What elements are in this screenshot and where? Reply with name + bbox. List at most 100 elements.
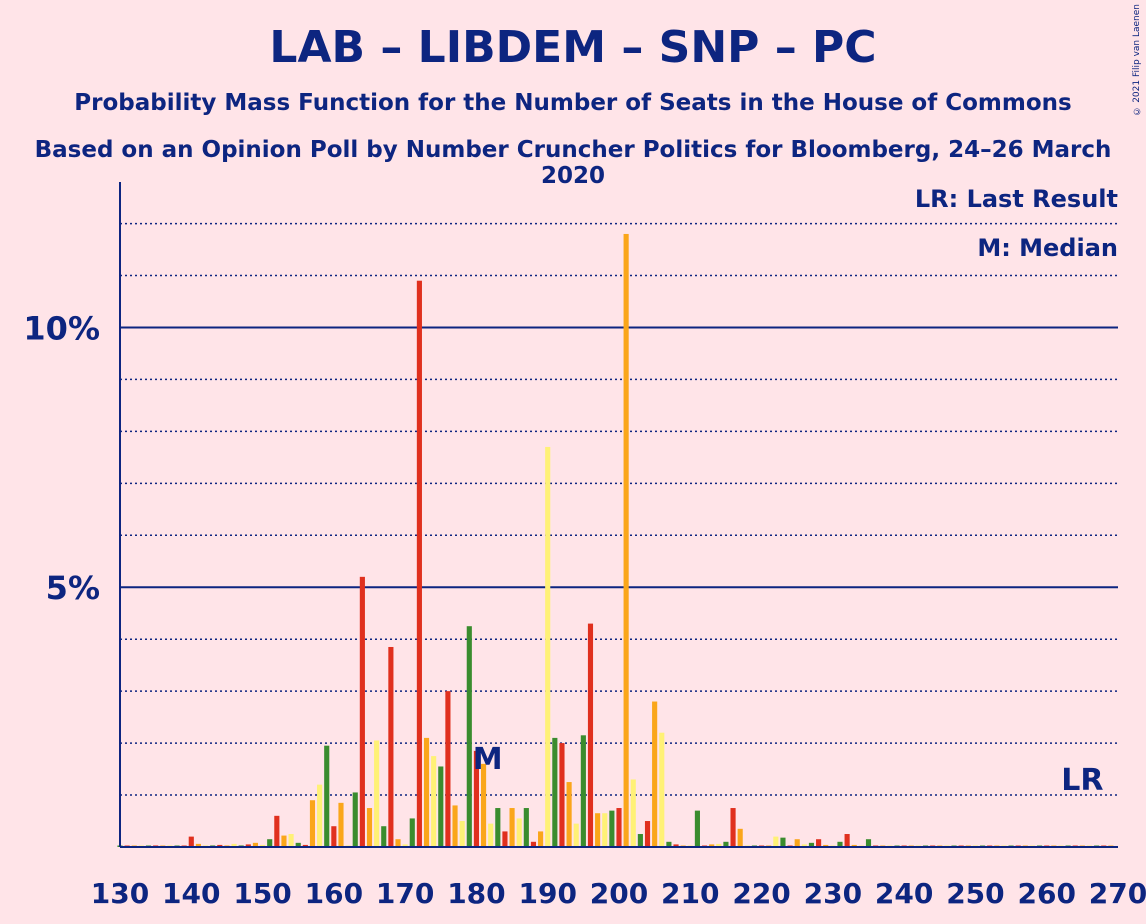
- bar-seat-167: [381, 826, 387, 847]
- bar-seat-227: [808, 842, 815, 847]
- bar-seat-150: [260, 844, 266, 847]
- bar-seat-216: [730, 808, 736, 847]
- bar-seat-155: [295, 842, 301, 847]
- bar-seat-166: [374, 740, 380, 847]
- bar-seat-226: [801, 844, 807, 847]
- bar-seat-176: [445, 691, 451, 847]
- x-tick-label: 200: [590, 877, 648, 910]
- x-tick-label: 180: [447, 877, 505, 910]
- bar-seat-171: [409, 818, 415, 847]
- bar-seat-199: [609, 810, 615, 847]
- bar-seat-193: [566, 782, 572, 847]
- bar-seat-197: [595, 813, 601, 847]
- x-tick-labels: 130 140 150 160 170 180 190 200 210 220 230 240 250 2…: [91, 877, 1146, 910]
- chart-source-line: Based on an Opinion Poll by Number Crunc…: [34, 137, 1112, 189]
- x-tick-label: 140: [162, 877, 220, 910]
- bar-seat-159: [324, 745, 330, 847]
- bar-seat-214: [716, 843, 722, 847]
- bar-seat-140: [188, 836, 194, 847]
- bar-seat-217: [737, 828, 743, 847]
- bar-seat-233: [851, 844, 857, 847]
- bar-seat-189: [538, 831, 544, 847]
- bar-seat-194: [573, 823, 579, 847]
- bars: [117, 233, 1114, 847]
- x-tick-label: 170: [376, 877, 434, 910]
- x-tick-label: 190: [518, 877, 576, 910]
- bar-seat-164: [359, 576, 365, 847]
- bar-seat-188: [530, 841, 537, 847]
- bar-seat-235: [865, 839, 872, 847]
- bar-seat-152: [274, 815, 280, 847]
- bar-seat-204: [644, 821, 651, 847]
- bar-seat-175: [438, 766, 444, 847]
- bar-seat-200: [616, 808, 622, 847]
- bar-seat-183: [495, 808, 501, 847]
- bar-seat-229: [823, 844, 829, 847]
- bar-seat-186: [516, 818, 522, 847]
- bar-seat-192: [559, 743, 565, 847]
- bar-seat-149: [252, 842, 259, 847]
- bar-seat-184: [502, 831, 508, 847]
- gridlines: [120, 222, 1118, 796]
- x-tick-label: 240: [875, 877, 933, 910]
- x-tick-label: 210: [661, 877, 719, 910]
- x-tick-label: 220: [732, 877, 790, 910]
- bar-seat-198: [602, 813, 608, 847]
- bar-seat-191: [552, 737, 558, 847]
- bar-seat-154: [288, 834, 294, 847]
- x-tick-label: 150: [233, 877, 291, 910]
- chart-title: LAB – LIBDEM – SNP – PC: [269, 22, 877, 73]
- bar-seat-170: [402, 844, 408, 847]
- markers: M LR: [473, 742, 1104, 798]
- bar-seat-146: [231, 843, 237, 847]
- bar-seat-203: [637, 834, 643, 847]
- bar-seat-215: [723, 841, 729, 847]
- bar-seat-228: [816, 839, 822, 847]
- bar-seat-207: [666, 841, 672, 847]
- x-tick-label: 160: [305, 877, 363, 910]
- y-tick-label: 10%: [23, 309, 100, 347]
- last-result-marker: LR: [1061, 763, 1103, 798]
- bar-seat-168: [388, 646, 394, 847]
- bar-seat-180: [473, 750, 479, 847]
- bar-seat-196: [587, 623, 594, 847]
- bar-seat-211: [694, 810, 700, 847]
- axes: [119, 182, 1118, 848]
- bar-seat-148: [245, 844, 251, 847]
- bar-seat-157: [309, 800, 316, 847]
- bar-seat-169: [395, 839, 401, 847]
- bar-seat-173: [423, 737, 430, 847]
- x-tick-label: 230: [804, 877, 862, 910]
- bar-seat-179: [466, 626, 472, 847]
- bar-seat-182: [488, 823, 494, 847]
- bar-seat-213: [709, 844, 715, 847]
- bar-seat-222: [773, 836, 779, 847]
- bar-seat-160: [331, 826, 337, 847]
- x-tick-label: 130: [91, 877, 149, 910]
- bar-seat-202: [630, 779, 636, 847]
- legend-last-result: LR: Last Result: [914, 185, 1118, 213]
- legend-median: M: Median: [977, 234, 1118, 262]
- bar-seat-208: [673, 844, 679, 847]
- bar-seat-231: [837, 841, 843, 847]
- bar-seat-181: [480, 763, 487, 847]
- bar-seat-165: [366, 808, 373, 847]
- median-marker: M: [473, 742, 503, 777]
- bar-seat-161: [338, 802, 344, 847]
- bar-seat-153: [281, 835, 287, 847]
- y-tick-label: 5%: [46, 569, 100, 607]
- bar-seat-177: [452, 805, 458, 847]
- bar-seat-156: [302, 844, 308, 847]
- bar-seat-174: [431, 756, 437, 847]
- bar-seat-225: [794, 839, 800, 847]
- x-tick-label: 260: [1017, 877, 1075, 910]
- bar-seat-178: [459, 821, 465, 847]
- bar-seat-185: [509, 808, 515, 847]
- bar-seat-232: [844, 834, 850, 847]
- x-tick-label: 270: [1089, 877, 1146, 910]
- bar-seat-201: [623, 233, 629, 847]
- bar-seat-158: [317, 784, 323, 847]
- bar-seat-144: [217, 844, 223, 847]
- bar-seat-172: [416, 280, 422, 847]
